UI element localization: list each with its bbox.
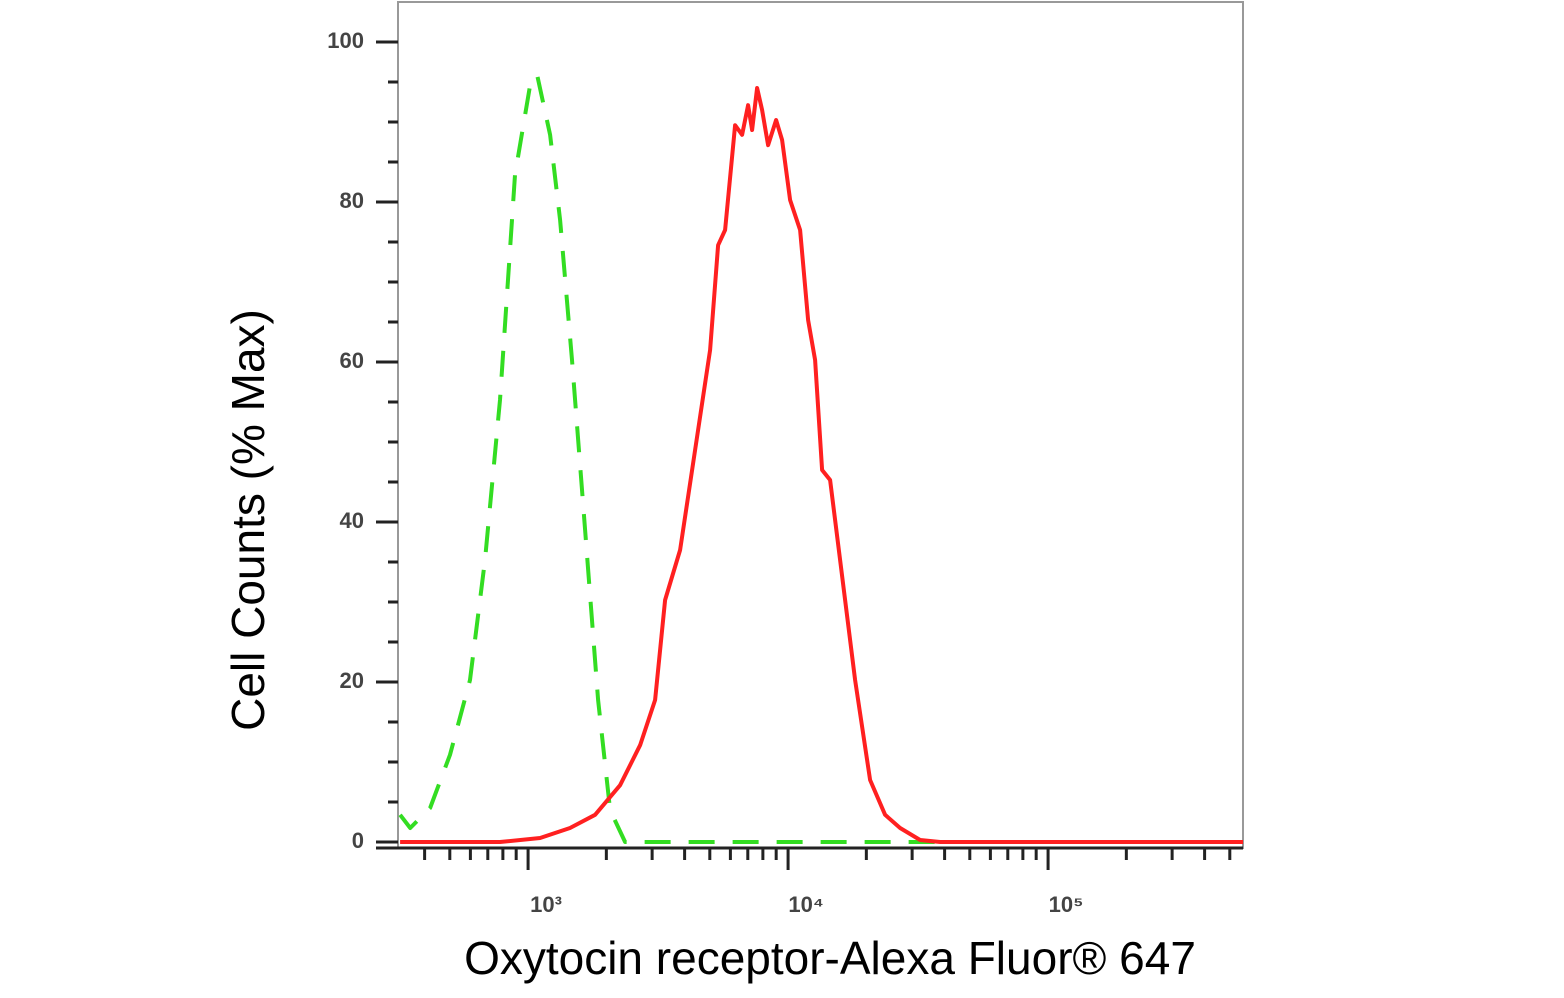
y-tick-label: 40 bbox=[340, 508, 364, 533]
series-line bbox=[398, 72, 1243, 844]
x-tick-label: 10⁴ bbox=[788, 892, 823, 917]
y-tick-label: 60 bbox=[340, 348, 364, 373]
y-tick-label: 80 bbox=[340, 188, 364, 213]
x-tick-label: 10⁵ bbox=[1049, 892, 1084, 917]
y-tick-label: 100 bbox=[327, 28, 364, 53]
y-tick-label: 20 bbox=[340, 668, 364, 693]
x-axis-title: Oxytocin receptor-Alexa Fluor® 647 bbox=[464, 932, 1196, 984]
series-line bbox=[400, 86, 1243, 844]
y-axis-title: Cell Counts (% Max) bbox=[222, 309, 274, 731]
x-tick-label: 10³ bbox=[530, 892, 562, 917]
y-tick-label: 0 bbox=[352, 828, 364, 853]
